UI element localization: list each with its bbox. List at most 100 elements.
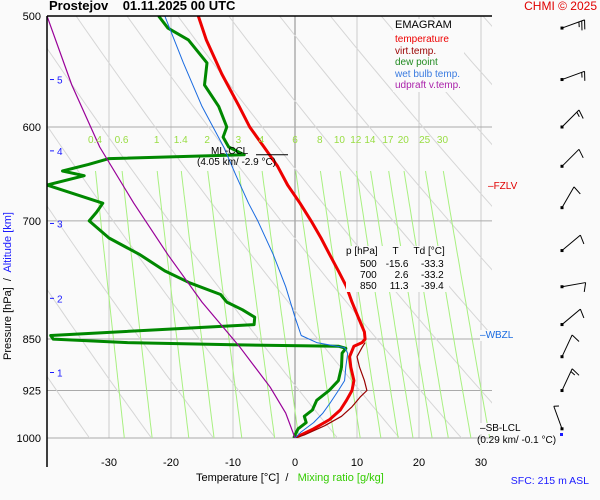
x-tick-label: 20 [413,457,425,469]
dry-adiabats [47,16,492,438]
wind-barb [560,70,586,82]
copyright: CHMI © 2025 [524,0,597,13]
x-axis-label-temp: Temperature [°C] [196,472,280,484]
mixing-ratio-line [425,170,472,438]
wind-barb-staff [561,282,586,288]
mixing-ratio-line [180,170,215,438]
mixing-ratio-line [339,170,382,438]
wind-barb [560,308,585,327]
y-tick-label: 850 [23,334,41,346]
series-dew-point [47,16,348,438]
mixing-ratio-label: 1.4 [174,135,188,146]
wind-barb-staff [561,334,573,357]
table-cell: -15.6 [385,259,409,270]
wind-barb-flag [578,149,584,159]
wind-barb-flag [571,368,580,376]
y-axis-label-altitude: Altitude [km] [2,212,14,273]
altitude-tick-label: 2 [57,294,63,305]
series-virt-temp [294,342,368,438]
dry-adiabat [330,16,492,207]
axes: 0.4 0.6 1 1.4 2 3 4 6 8 10 12 14 17 20 25 3050060070085… [17,11,492,469]
altitude-tick-label: 5 [57,76,63,87]
y-axis-label: Pressure [hPa] / Altitude [km] [2,212,14,360]
mixing-ratio-line [370,170,414,438]
sb-lcl-label: –SB-LCL [480,423,524,434]
wind-barb [560,148,584,168]
wind-barb [553,405,564,431]
y-tick-label: 500 [23,11,41,23]
table-row: 850 11.3 -39.4 [346,281,449,292]
wind-barb [560,234,585,253]
wind-barb [560,334,580,359]
wind-barb-flag [571,334,580,342]
mixing-ratio-label: 12 [350,135,362,146]
legend-item-temperature: temperature [395,34,449,45]
altitude-tick-label: 4 [57,147,63,158]
mixing-ratio-label: 6 [292,135,298,146]
legend: EMAGRAM temperature virt.temp. dew point… [393,19,464,92]
chart-title: Prostejov 01.11.2025 00 UTC [49,0,236,13]
series-temperature [196,16,367,438]
y-tick-label: 700 [23,216,41,228]
table-row: 500 -15.6 -33.3 [346,259,449,270]
wind-barb-staff [561,308,581,325]
table-cell: 11.3 [389,281,409,292]
x-axis-label-mixing: Mixing ratio [g/kg] [297,472,384,484]
table-cell: 500 [360,259,377,270]
x-tick-label: 10 [351,457,363,469]
wind-barb-flag [578,109,584,119]
mixing-ratio-line [403,170,449,438]
level-table: p [hPa] T Td [°C] 500 -15.6 -33.3 700 2.… [346,246,449,292]
mixing-ratio-line [207,170,243,438]
mixing-ratio-line [319,170,361,438]
wind-barb-flag [579,308,585,319]
mixing-ratio-label: 30 [437,135,449,146]
fzlv-label: –FZLV [488,181,521,192]
wind-barb-flag [583,282,587,293]
x-axis-label: Temperature [°C] / Mixing ratio [g/kg] [196,472,384,484]
mixing-ratio-label: 17 [382,135,394,146]
mixing-ratio-label: 8 [317,135,323,146]
wind-barb-staff [561,109,580,128]
mixing-ratio-label: 10 [334,135,346,146]
table-cell: -39.4 [420,281,444,292]
wind-barb-flag [573,186,581,195]
mixing-ratio-line [442,170,491,438]
wind-barb-staff [561,186,575,208]
table-header: Td [°C] [413,246,445,257]
wind-barb [560,109,584,129]
mixing-ratio-label: 3 [236,135,242,146]
y-tick-label: 925 [23,386,41,398]
wind-barb-flag [579,234,585,245]
surface-elevation: SFC: 215 m ASL [510,475,589,487]
wind-barb-staff [553,406,563,429]
mixing-ratio-label: 25 [419,135,431,146]
dry-adiabat [75,16,400,438]
wbzl-text: WBZL [485,330,514,341]
dry-adiabat [482,16,492,28]
table-cell: -33.2 [420,270,444,281]
ml-ccl-label: ML-CCL [211,146,249,157]
wind-barb-staff [561,368,573,391]
wind-barb-staff [561,148,580,167]
dry-adiabat [126,16,462,438]
wind-barb [560,368,580,393]
wind-barb-staff [561,234,581,251]
dry-adiabat [380,16,492,146]
mixing-ratio-line [261,170,300,438]
legend-item-updraft: udpraft v.temp. [395,80,461,91]
y-axis-label-pressure: Pressure [hPa] [2,287,14,360]
table-header: p [hPa] [346,246,378,257]
mixing-ratio-label: 0.6 [115,135,129,146]
table-cell: -33.3 [420,259,444,270]
mixing-ratio-label: 2 [204,135,210,146]
altitude-tick-label: 1 [57,369,63,380]
x-tick-label: -30 [101,457,117,469]
altitude-tick-label: 3 [57,219,63,230]
wind-barb [560,186,581,210]
mixing-ratio-line [121,170,153,438]
mixing-ratio-line [388,170,433,438]
ml-ccl-detail: (4.05 km/ -2.9 °C) [197,157,277,168]
series-udpraft-v-temp [47,16,296,438]
mixing-ratio-line [356,170,399,438]
